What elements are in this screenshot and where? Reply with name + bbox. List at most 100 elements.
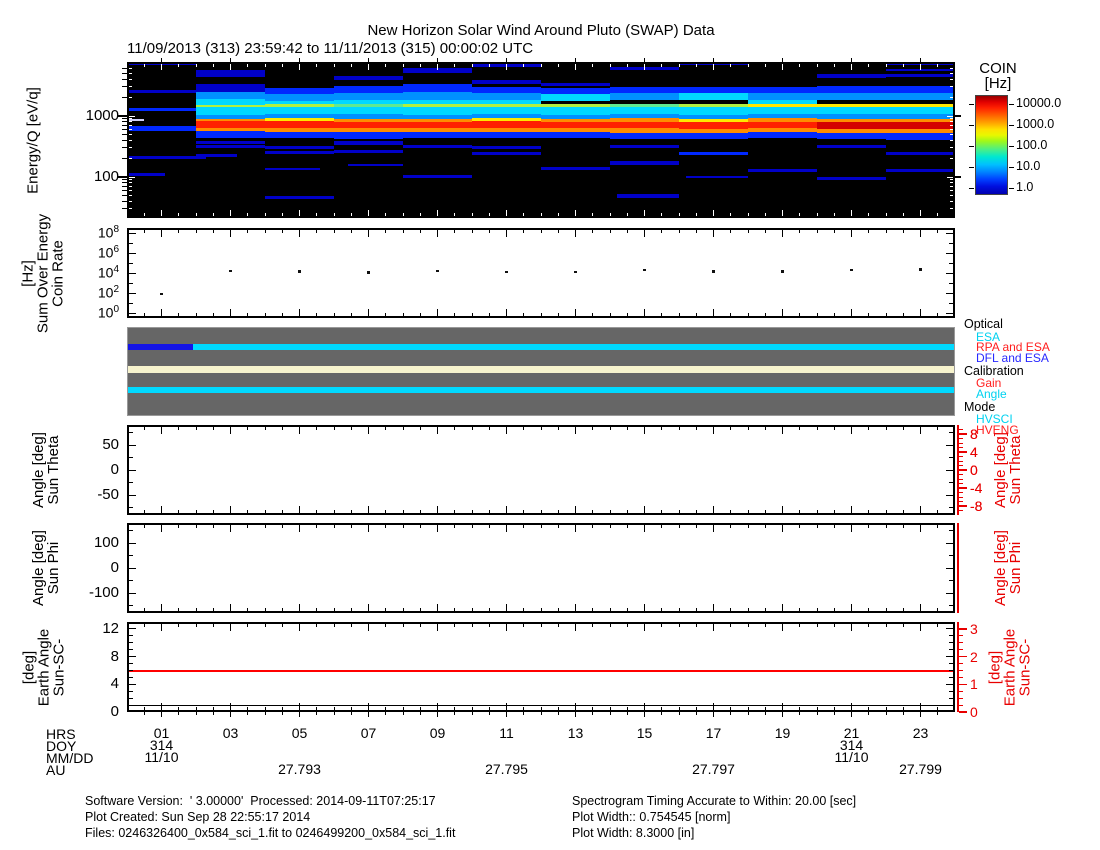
tick	[833, 64, 835, 67]
tick	[523, 510, 525, 513]
spectrogram-band	[748, 92, 817, 100]
tick	[454, 525, 456, 528]
tick	[368, 427, 369, 434]
tick	[129, 457, 133, 458]
status-segment-optical	[192, 344, 954, 350]
tick	[885, 213, 887, 216]
tick	[730, 230, 732, 233]
tick	[118, 176, 127, 178]
tick	[195, 608, 197, 611]
tick	[195, 230, 197, 233]
tick	[316, 707, 318, 710]
spectrogram-band	[472, 121, 541, 128]
tick	[958, 474, 963, 475]
tick	[851, 703, 852, 710]
spectrogram-band	[817, 128, 886, 133]
tick	[299, 230, 300, 237]
spectrogram-band	[616, 194, 679, 199]
tick	[129, 194, 132, 196]
tick	[523, 427, 525, 430]
tick	[575, 624, 576, 631]
spectrogram-band	[334, 106, 403, 115]
tick	[247, 712, 249, 715]
tick	[592, 707, 594, 710]
angle-right-ytick-label: -8	[970, 498, 983, 514]
tick	[281, 427, 283, 430]
tick	[949, 663, 953, 665]
tick	[868, 707, 870, 710]
tick	[902, 712, 904, 715]
au-label: 27.797	[692, 761, 735, 777]
tick	[920, 624, 921, 631]
tick	[950, 124, 953, 126]
tick	[947, 115, 953, 117]
hour-label: 05	[291, 725, 308, 741]
tick	[143, 608, 145, 611]
tick	[350, 525, 352, 528]
tick	[609, 213, 611, 216]
tick	[122, 194, 127, 196]
tick	[161, 210, 162, 216]
spectrogram-band	[748, 118, 817, 122]
tick	[333, 427, 335, 430]
tick	[368, 58, 369, 62]
coin-rate-ytick-label: 102	[97, 284, 119, 301]
spectrogram-band	[129, 172, 165, 176]
spectrogram-band	[265, 151, 334, 154]
tick	[299, 210, 300, 216]
tick	[661, 624, 663, 627]
hour-label: 21	[843, 725, 860, 741]
spectrogram-band	[403, 118, 472, 122]
tick	[969, 124, 974, 126]
angle-right-ytick-label: 2	[970, 648, 978, 665]
tick	[122, 208, 127, 210]
tick	[437, 309, 438, 316]
tick	[958, 663, 963, 665]
tick	[385, 313, 387, 316]
tick	[958, 649, 963, 651]
tick	[678, 313, 680, 316]
tick	[540, 64, 542, 67]
coin-rate-point	[712, 270, 715, 273]
spectrogram-band	[541, 82, 610, 86]
spectrogram-band	[610, 104, 679, 107]
tick	[851, 210, 852, 216]
tick	[557, 213, 559, 216]
tick	[644, 230, 645, 237]
spectrogram-band	[334, 114, 403, 119]
tick	[816, 707, 818, 710]
tick	[609, 712, 611, 715]
tick	[949, 555, 953, 556]
tick	[350, 427, 352, 430]
tick	[129, 97, 132, 99]
tick	[695, 712, 697, 715]
tick	[885, 427, 887, 430]
spectrogram-band	[610, 92, 679, 101]
tick	[799, 525, 801, 528]
tick	[851, 604, 852, 611]
coin-rate-point	[505, 270, 508, 274]
tick	[506, 230, 507, 237]
tick	[264, 707, 266, 710]
tick	[129, 676, 133, 678]
tick	[920, 525, 921, 532]
tick	[129, 182, 132, 184]
tick	[816, 525, 818, 528]
tick	[368, 712, 369, 717]
tick	[950, 121, 953, 123]
doy-label: 314	[839, 737, 864, 753]
angle-right-ytick-label: 0	[970, 704, 978, 720]
tick	[799, 510, 801, 513]
tick	[946, 656, 953, 658]
tick	[129, 663, 133, 665]
tick	[178, 230, 180, 233]
spectrogram-band	[886, 114, 953, 119]
tick	[575, 64, 576, 70]
tick	[695, 213, 697, 216]
tick	[1009, 187, 1014, 189]
spectrogram-band	[196, 145, 265, 148]
spectrogram-band	[886, 74, 953, 78]
tick	[333, 525, 335, 528]
tick	[950, 179, 953, 181]
tick	[129, 158, 132, 160]
